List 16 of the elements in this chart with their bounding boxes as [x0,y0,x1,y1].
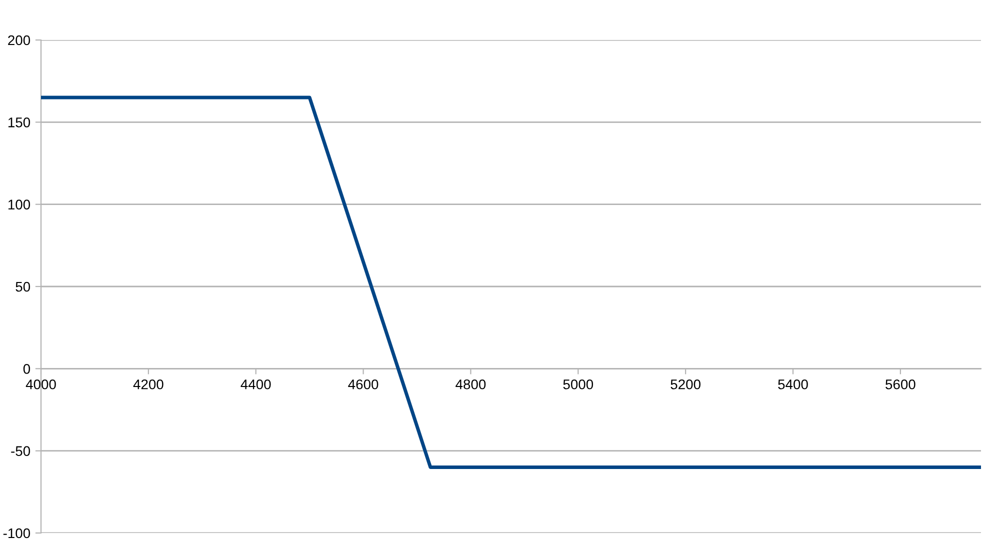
x-tick-label: 5000 [563,379,594,390]
x-tick-label: 4400 [240,379,271,390]
y-tick-label: -100 [3,528,30,538]
y-tick-label: 200 [8,35,30,46]
x-tick-label: 4800 [456,379,486,390]
y-tick-label: 0 [23,364,30,374]
x-tick-label: 4600 [348,379,378,390]
y-tick-label: -50 [11,446,30,456]
x-tick-label: 5200 [670,379,700,390]
x-tick-label: 5600 [886,379,916,390]
y-tick-label: 100 [8,200,30,210]
x-tick-label: 4200 [133,379,164,390]
y-tick-label: 50 [16,282,30,292]
x-tick-label: 5400 [778,379,808,390]
y-tick-label: 150 [8,118,30,128]
x-tick-label: 4000 [26,379,56,390]
